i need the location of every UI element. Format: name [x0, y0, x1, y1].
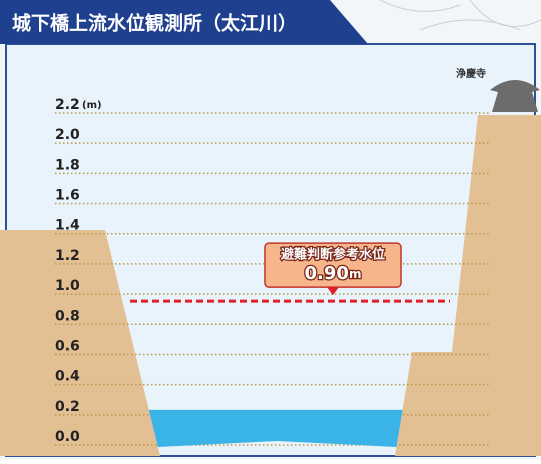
- landmark-label: 浄慶寺: [456, 67, 486, 80]
- water: [148, 409, 403, 447]
- right-bank: [395, 115, 541, 456]
- y-tick-label: 1.0: [55, 278, 80, 294]
- reference-value-number: 0.90: [305, 263, 349, 284]
- left-bank: [0, 230, 160, 456]
- y-tick-label: 1.6: [55, 188, 80, 204]
- y-tick-label: 0.0: [55, 429, 80, 445]
- temple-icon: [490, 80, 540, 112]
- callout-pointer: [327, 287, 339, 296]
- y-tick-label: 0.4: [55, 369, 80, 385]
- y-tick-label: 1.2: [55, 248, 80, 264]
- map-lines: [379, 0, 541, 31]
- y-tick-label: 0.6: [55, 338, 80, 354]
- title-bar: [0, 0, 368, 44]
- y-tick-label: 1.4: [55, 218, 80, 234]
- chart-title: 城下橋上流水位観測所（太江川）: [12, 12, 297, 35]
- reference-value: 0.90m: [305, 263, 362, 284]
- y-tick-label: 0.2: [55, 399, 80, 415]
- y-tick-label: 2.0: [55, 127, 80, 143]
- y-tick-label: 1.8: [55, 157, 80, 173]
- reference-name: 避難判断参考水位: [281, 247, 385, 263]
- reference-unit: m: [349, 267, 362, 281]
- y-unit: (m): [82, 100, 102, 111]
- y-tick-label: 2.2: [55, 97, 80, 113]
- y-tick-label: 0.8: [55, 308, 80, 324]
